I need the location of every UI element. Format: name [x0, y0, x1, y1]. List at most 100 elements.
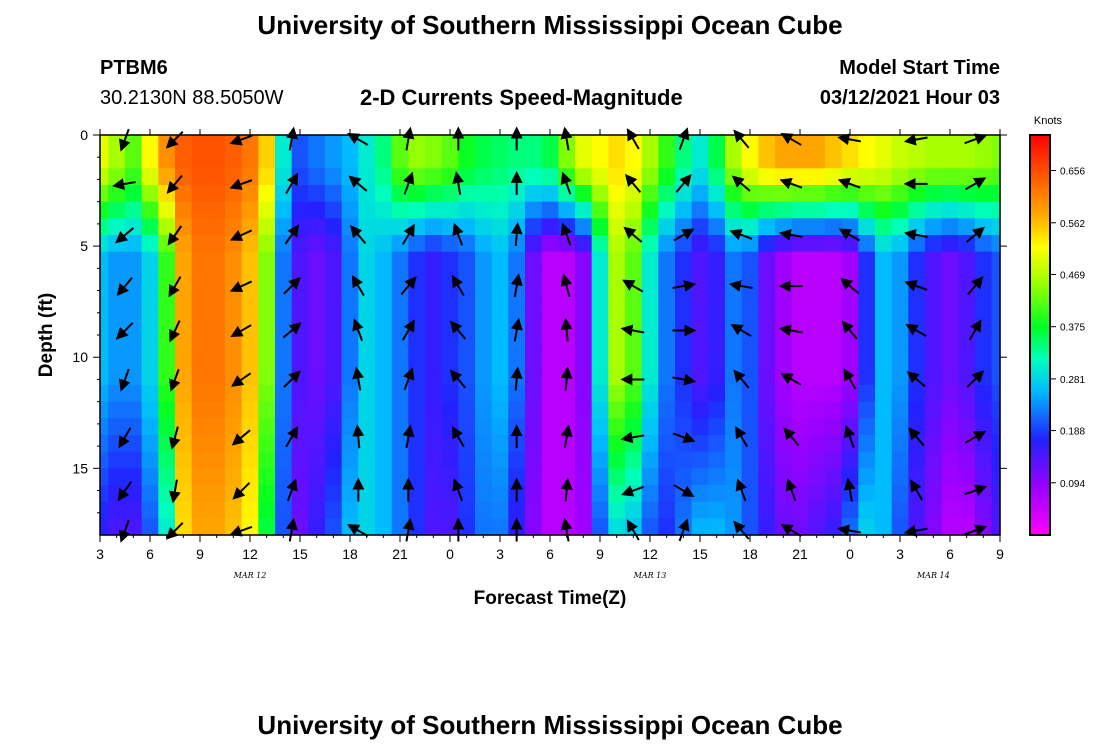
heatmap-cell — [408, 135, 426, 153]
heatmap-cell — [741, 418, 759, 436]
heatmap-cell — [258, 468, 276, 486]
heatmap-cell — [891, 201, 909, 219]
heatmap-cell — [208, 368, 226, 386]
heatmap-cell — [541, 185, 559, 203]
heatmap-cell — [275, 351, 293, 369]
heatmap-cell — [158, 301, 176, 319]
heatmap-cell — [391, 435, 409, 453]
heatmap-cell — [875, 285, 893, 303]
colorbar-tick-label: 0.469 — [1060, 270, 1085, 281]
heatmap-cell — [875, 518, 893, 536]
heatmap-cell — [941, 285, 959, 303]
heatmap-cell — [175, 185, 193, 203]
current-arrow — [116, 277, 133, 297]
heatmap-cell — [658, 351, 676, 369]
heatmap-cell — [491, 285, 509, 303]
heatmap-cell — [441, 451, 459, 469]
heatmap-cell — [258, 485, 276, 503]
current-arrow — [351, 274, 365, 297]
heatmap-cell — [125, 185, 143, 203]
heatmap-cells — [100, 135, 1001, 536]
heatmap-cell — [591, 135, 609, 153]
heatmap-cell — [641, 368, 659, 386]
heatmap-cell — [158, 151, 176, 169]
heatmap-cell — [158, 401, 176, 419]
heatmap-cell — [658, 268, 676, 286]
heatmap-cell — [925, 168, 943, 186]
current-arrow — [560, 517, 573, 542]
heatmap-cell — [491, 351, 509, 369]
heatmap-cell — [858, 518, 876, 536]
heatmap-cell — [908, 468, 926, 486]
heatmap-cell — [925, 135, 943, 153]
colorbar-unit: Knots — [1034, 115, 1063, 127]
heatmap-cell — [491, 168, 509, 186]
heatmap-cell — [708, 435, 726, 453]
current-arrow — [449, 320, 467, 340]
heatmap-cell — [325, 301, 343, 319]
heatmap-cell — [641, 268, 659, 286]
heatmap-cell — [591, 218, 609, 236]
heatmap-cell — [208, 168, 226, 186]
heatmap-cell — [891, 468, 909, 486]
heatmap-cell — [608, 318, 626, 336]
heatmap-cell — [191, 335, 209, 353]
heatmap-cell — [958, 451, 976, 469]
current-arrow — [780, 132, 802, 146]
current-arrow — [964, 177, 987, 191]
heatmap-cell — [341, 451, 359, 469]
heatmap-cell — [125, 251, 143, 269]
current-arrow — [672, 280, 697, 292]
heatmap-cell — [708, 268, 726, 286]
heatmap-cell — [825, 451, 843, 469]
heatmap-cell — [941, 301, 959, 319]
heatmap-cell — [291, 485, 309, 503]
current-arrow — [673, 484, 695, 498]
heatmap-cell — [925, 368, 943, 386]
heatmap-cell — [325, 285, 343, 303]
heatmap-cell — [841, 251, 859, 269]
heatmap-cell — [491, 485, 509, 503]
heatmap-cell — [175, 435, 193, 453]
heatmap-cell — [591, 418, 609, 436]
heatmap-cell — [241, 468, 259, 486]
heatmap-cell — [941, 135, 959, 153]
current-arrow — [780, 524, 802, 537]
heatmap-cell — [141, 135, 159, 153]
heatmap-cell — [825, 401, 843, 419]
heatmap-cell — [525, 501, 543, 519]
heatmap-cell — [675, 468, 693, 486]
heatmap-cell — [541, 335, 559, 353]
heatmap-cell — [458, 135, 476, 153]
heatmap-cell — [775, 418, 793, 436]
current-arrow — [284, 224, 300, 245]
heatmap-cell — [958, 268, 976, 286]
current-arrow — [230, 324, 252, 338]
heatmap-cell — [275, 168, 293, 186]
heatmap-cell — [825, 435, 843, 453]
heatmap-cell — [941, 168, 959, 186]
heatmap-cell — [541, 468, 559, 486]
heatmap-cell — [558, 401, 576, 419]
heatmap-cell — [258, 251, 276, 269]
heatmap-cell — [325, 385, 343, 403]
heatmap-cell — [425, 418, 443, 436]
heatmap-cell — [875, 168, 893, 186]
heatmap-cell — [958, 385, 976, 403]
heatmap-cell — [591, 451, 609, 469]
heatmap-cell — [175, 468, 193, 486]
heatmap-cell — [758, 268, 776, 286]
heatmap-cell — [941, 151, 959, 169]
heatmap-cell — [691, 485, 709, 503]
heatmap-cell — [491, 185, 509, 203]
heatmap-cell — [691, 418, 709, 436]
heatmap-cell — [741, 218, 759, 236]
heatmap-cell — [425, 135, 443, 153]
heatmap-cell — [100, 501, 109, 519]
heatmap-cell — [158, 501, 176, 519]
heatmap-cell — [925, 401, 943, 419]
heatmap-cell — [641, 201, 659, 219]
heatmap-cell — [141, 301, 159, 319]
heatmap-cell — [475, 335, 493, 353]
heatmap-cell — [808, 201, 826, 219]
